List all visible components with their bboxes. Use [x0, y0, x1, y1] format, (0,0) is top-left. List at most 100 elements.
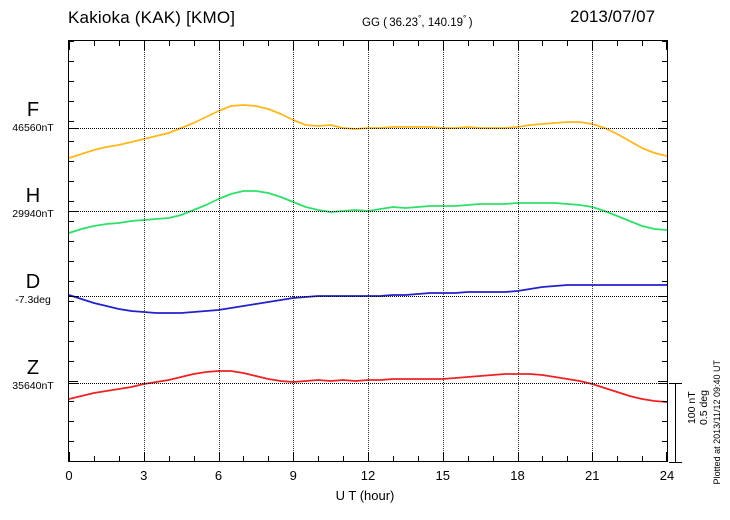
x-tick-bottom-15h	[442, 452, 444, 461]
y-tick-left-120	[69, 161, 74, 162]
y-tick-left-300	[69, 341, 74, 342]
x-tick-top-5h	[193, 41, 195, 46]
x-axis-title: U T (hour)	[335, 488, 395, 503]
y-tick-right-140	[662, 181, 667, 182]
component-symbol-f: F	[26, 99, 40, 121]
y-tick-right-220	[662, 261, 667, 262]
gridline-vertical-15h	[442, 41, 444, 461]
y-tick-left-380	[69, 421, 74, 422]
scale-bar-deg: 0.5 deg	[698, 390, 710, 426]
x-tick-bottom-21h	[592, 452, 594, 461]
x-tick-bottom-1h	[93, 456, 95, 461]
y-tick-left-200	[69, 241, 74, 242]
x-tick-top-17h	[492, 41, 494, 46]
x-tick-label-3: 3	[140, 468, 148, 483]
scale-bar	[675, 383, 676, 462]
x-tick-top-24h	[666, 41, 667, 50]
x-tick-label-12: 12	[360, 468, 376, 483]
degree-symbol-lat: °	[418, 13, 422, 23]
y-tick-baseline-f	[69, 128, 78, 129]
component-label-z: Z 35640nT	[2, 358, 64, 393]
y-tick-baseline-z	[69, 383, 78, 384]
chart-header: Kakioka (KAK) [KMO] GG ( 36.23°, 140.19°…	[0, 0, 730, 36]
x-tick-top-22h	[617, 41, 619, 46]
x-tick-bottom-17h	[492, 456, 494, 461]
baseline-f	[69, 128, 667, 129]
baseline-d	[69, 296, 667, 297]
x-tick-top-16h	[467, 41, 469, 46]
component-baseline-h: 29940nT	[12, 208, 54, 220]
plot-canvas	[69, 41, 667, 461]
x-tick-top-15h	[442, 41, 444, 50]
y-tick-left-260	[69, 301, 74, 302]
y-tick-left-360	[69, 401, 74, 402]
x-tick-bottom-7h	[243, 456, 245, 461]
x-tick-bottom-24h	[666, 452, 667, 461]
y-tick-right-100	[662, 141, 667, 142]
gridline-vertical-3h	[143, 41, 145, 461]
y-tick-right-380	[662, 421, 667, 422]
x-tick-bottom-10h	[318, 456, 320, 461]
geo-prefix: GG	[362, 16, 380, 29]
observation-date: 2013/07/07	[570, 7, 656, 26]
y-tick-left-60	[69, 101, 74, 102]
x-tick-bottom-3h	[143, 452, 145, 461]
component-baseline-f: 46560nT	[12, 122, 54, 134]
y-tick-left-20	[69, 61, 74, 62]
y-tick-baseline-z	[658, 383, 667, 384]
y-tick-baseline-d	[658, 296, 667, 297]
y-tick-right-20	[662, 61, 667, 62]
component-baseline-d: -7.3deg	[15, 294, 51, 306]
y-tick-right-120	[662, 161, 667, 162]
x-tick-label-0: 0	[65, 468, 73, 483]
x-tick-label-9: 9	[289, 468, 297, 483]
x-tick-bottom-2h	[118, 456, 120, 461]
x-tick-top-12h	[368, 41, 369, 50]
y-tick-baseline-f	[658, 128, 667, 129]
gridline-vertical-9h	[293, 41, 295, 461]
y-tick-right-260	[662, 301, 667, 302]
x-tick-top-14h	[417, 41, 419, 46]
y-tick-left-320	[69, 361, 74, 362]
gridline-vertical-21h	[592, 41, 594, 461]
y-tick-right-40	[662, 81, 667, 82]
component-label-h: H 29940nT	[2, 186, 64, 221]
gridline-vertical-18h	[517, 41, 519, 461]
x-tick-top-21h	[592, 41, 594, 50]
y-tick-left-280	[69, 321, 74, 322]
gridline-vertical-6h	[218, 41, 220, 461]
baseline-z	[69, 383, 667, 384]
y-tick-right-360	[662, 401, 667, 402]
y-tick-right-280	[662, 321, 667, 322]
y-tick-left-80	[69, 121, 74, 122]
y-tick-right-60	[662, 101, 667, 102]
x-tick-bottom-22h	[617, 456, 619, 461]
x-tick-top-4h	[168, 41, 170, 46]
x-tick-bottom-16h	[467, 456, 469, 461]
x-tick-top-3h	[143, 41, 145, 50]
x-tick-top-11h	[343, 41, 345, 46]
y-tick-right-200	[662, 241, 667, 242]
x-tick-top-23h	[642, 41, 644, 46]
y-tick-left-240	[69, 281, 74, 282]
x-tick-bottom-14h	[417, 456, 419, 461]
component-baseline-z: 35640nT	[12, 380, 54, 392]
gridline-vertical-12h	[368, 41, 369, 461]
x-tick-top-0h	[69, 41, 70, 50]
x-tick-label-18: 18	[510, 468, 525, 483]
x-tick-bottom-8h	[268, 456, 270, 461]
x-tick-top-6h	[218, 41, 220, 50]
geo-longitude: 140.19	[427, 16, 463, 29]
x-tick-top-10h	[318, 41, 320, 46]
x-tick-top-7h	[243, 41, 245, 46]
x-tick-bottom-0h	[69, 452, 70, 461]
y-tick-left-100	[69, 141, 74, 142]
x-tick-bottom-5h	[193, 456, 195, 461]
y-tick-left-160	[69, 201, 74, 202]
geo-comma: ,	[421, 16, 428, 29]
y-tick-right-160	[662, 201, 667, 202]
station-title: Kakioka (KAK) [KMO]	[68, 8, 236, 27]
x-tick-label-24: 24	[659, 468, 675, 483]
geo-open-paren: (	[383, 16, 390, 29]
